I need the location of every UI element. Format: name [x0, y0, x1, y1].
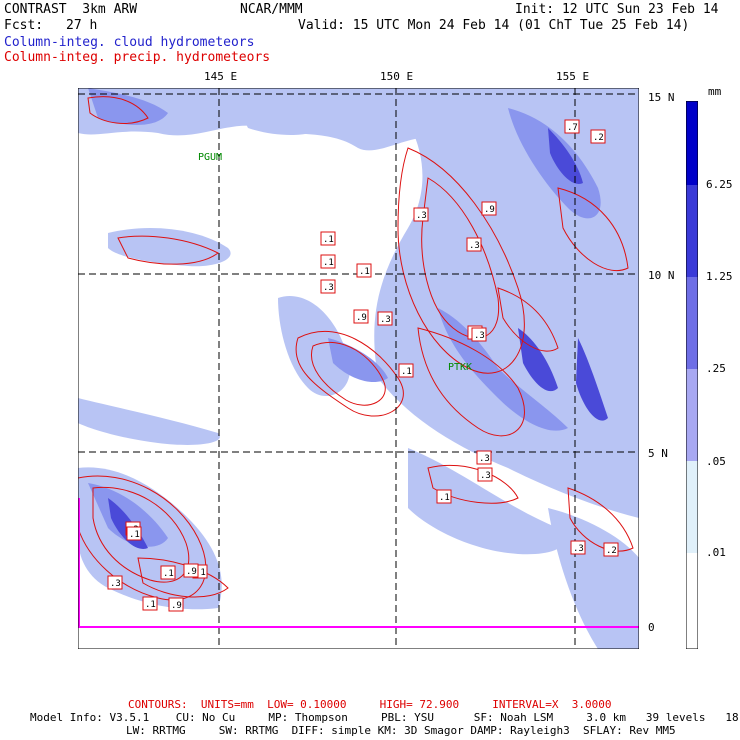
station-pgum: PGUM — [198, 152, 222, 163]
contour-label: .3 — [480, 471, 491, 481]
lon-label-145: 145 E — [204, 70, 238, 83]
contour-label: .9 — [484, 205, 495, 215]
contour-label: .2 — [606, 546, 617, 556]
contour-label-box — [377, 311, 393, 326]
contour-info: CONTOURS: UNITS=mm LOW= 0.10000 HIGH= 72… — [128, 698, 612, 711]
contour-label-box — [590, 129, 606, 144]
contour-label-box — [320, 231, 336, 246]
init-time: Init: 12 UTC Sun 23 Feb 14 — [515, 2, 719, 17]
lat-label-5: 5 N — [648, 447, 668, 460]
model-info-line-2: LW: RRTMG SW: RRTMG DIFF: simple KM: 3D … — [126, 724, 676, 737]
contour-label: .3 — [474, 331, 485, 341]
contour-label: .9 — [186, 567, 197, 577]
contour-label: .9 — [171, 601, 182, 611]
contour-label: .3 — [416, 211, 427, 221]
contour-label-box — [160, 565, 176, 580]
lon-label-155: 155 E — [556, 70, 590, 83]
contour-label: .3 — [479, 454, 490, 464]
valid-time: Valid: 15 UTC Mon 24 Feb 14 (01 ChT Tue … — [298, 18, 690, 33]
colorbar-unit: mm — [708, 85, 722, 98]
colorbar-swatch-3 — [686, 369, 698, 461]
contour-label-box — [564, 119, 580, 134]
contour-label-box — [466, 237, 482, 252]
colorbar-swatch-0 — [686, 101, 698, 185]
contour-label: .3 — [573, 544, 584, 554]
contour-label-box — [471, 327, 487, 342]
contour-label: .1 — [359, 267, 370, 277]
contour-label-box — [398, 363, 414, 378]
forecast-label: Fcst: — [4, 18, 44, 33]
contour-label-box — [436, 489, 452, 504]
contour-label: .3 — [110, 579, 121, 589]
model-info-line-1: Model Info: V3.5.1 CU: No Cu MP: Thompso… — [30, 711, 740, 724]
lat-label-10: 10 N — [648, 269, 675, 282]
contour-label-box — [168, 597, 184, 612]
contour-label: .1 — [439, 493, 450, 503]
contour-label-box — [320, 279, 336, 294]
contour-label-box — [142, 596, 158, 611]
org-label: NCAR/MMM — [240, 2, 303, 17]
contour-label: .1 — [163, 569, 174, 579]
grid-lines — [78, 88, 639, 649]
forecast-hours: 27 h — [66, 18, 98, 33]
contour-label-box — [413, 207, 429, 222]
colorbar-label-0-05: .05 — [706, 455, 726, 468]
contour-label-box — [126, 526, 142, 541]
colorbar-label-0-25: .25 — [706, 362, 726, 375]
contour-label-box — [356, 263, 372, 278]
contour-label: .3 — [469, 241, 480, 251]
contour-label-box — [570, 540, 586, 555]
legend-cloud: Column-integ. cloud hydrometeors — [4, 35, 255, 50]
contour-label: .1 — [401, 367, 412, 377]
colorbar-swatch-2 — [686, 277, 698, 369]
colorbar-swatch-5 — [686, 553, 698, 649]
contour-label: .9 — [356, 313, 367, 323]
contour-label-box — [476, 450, 492, 465]
contour-label: .3 — [380, 315, 391, 325]
contour-label: .2 — [593, 133, 604, 143]
lon-label-150: 150 E — [380, 70, 414, 83]
forecast-map: .1.3.9.1.1.3.3.9.3.3.3.1.3.1.3.3.1.3.1.1… — [78, 88, 639, 649]
contour-label-box — [107, 575, 123, 590]
contour-label: .7 — [567, 123, 578, 133]
contour-label: .1 — [145, 600, 156, 610]
station-ptkk: PTKK — [448, 362, 472, 373]
contour-label-box — [481, 201, 497, 216]
colorbar-label-1-25: 1.25 — [706, 270, 733, 283]
colorbar — [686, 101, 698, 649]
contour-label-box — [320, 254, 336, 269]
contour-label: .1 — [129, 530, 140, 540]
model-title: CONTRAST 3km ARW — [4, 2, 138, 17]
lat-label-0: 0 — [648, 621, 655, 634]
contour-label-box — [183, 563, 199, 578]
contour-label-group: .1.3.9.1.1.3.3.9.3.3.3.1.3.1.3.3.1.3.1.1… — [107, 119, 619, 612]
lat-label-15: 15 N — [648, 91, 675, 104]
contour-label: .1 — [195, 568, 206, 578]
colorbar-swatch-4 — [686, 461, 698, 553]
contour-label: .1 — [323, 258, 334, 268]
contour-label-box — [603, 542, 619, 557]
colorbar-label-6-25: 6.25 — [706, 178, 733, 191]
colorbar-swatch-1 — [686, 185, 698, 277]
colorbar-label-0-01: .01 — [706, 546, 726, 559]
contour-label-box — [353, 309, 369, 324]
contour-label: .1 — [323, 235, 334, 245]
contour-label: .3 — [323, 283, 334, 293]
legend-precip: Column-integ. precip. hydrometeors — [4, 50, 271, 65]
contour-label-box — [477, 467, 493, 482]
